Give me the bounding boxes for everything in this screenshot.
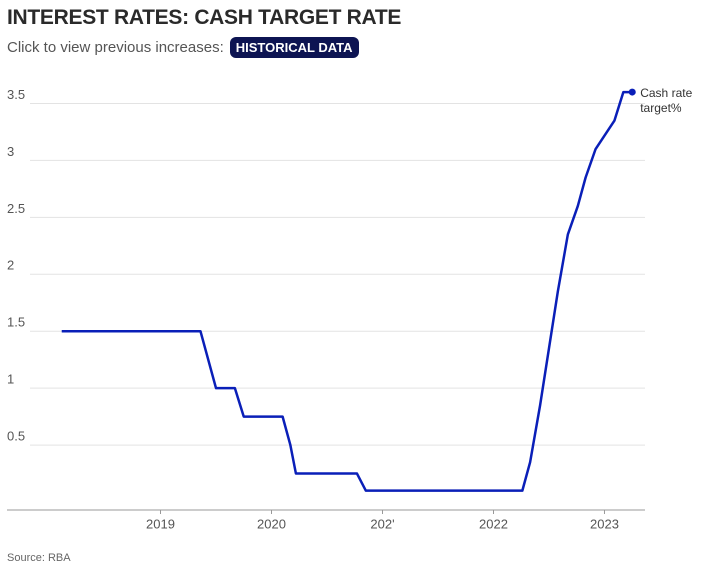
legend-label: Cash rate target% [640,86,693,116]
legend-label-box: Cash rate target% [640,86,693,116]
y-tick-label: 2 [7,258,14,273]
y-tick-label: 3.5 [7,87,25,102]
series-line [61,90,633,492]
y-tick-label: 2.5 [7,201,25,216]
subtitle: Click to view previous increases: [7,39,224,56]
x-tick-label: 2019 [146,516,175,531]
y-tick-label: 1.5 [7,315,25,330]
y-tick-label: 3 [7,144,14,159]
title: INTEREST RATES: CASH TARGET RATE [7,6,402,29]
x-tick-label: 202' [370,516,394,531]
historical-data-button[interactable]: HISTORICAL DATA [229,37,359,58]
end-dot [628,88,636,96]
chart: 0.5 1 1.5 2 2.5 3 3.5 2019 2020 202' 2022 2023 Cash … [7,86,693,531]
x-tick-label: 2020 [257,516,286,531]
x-tick-label: 2022 [479,516,508,531]
x-tick-label: 2023 [590,516,619,531]
y-tick-label: 1 [7,372,14,387]
subtitle-row: Click to view previous increases: HISTOR… [7,37,359,58]
source: Source: RBA [7,552,71,564]
y-tick-label: 0.5 [7,429,25,444]
